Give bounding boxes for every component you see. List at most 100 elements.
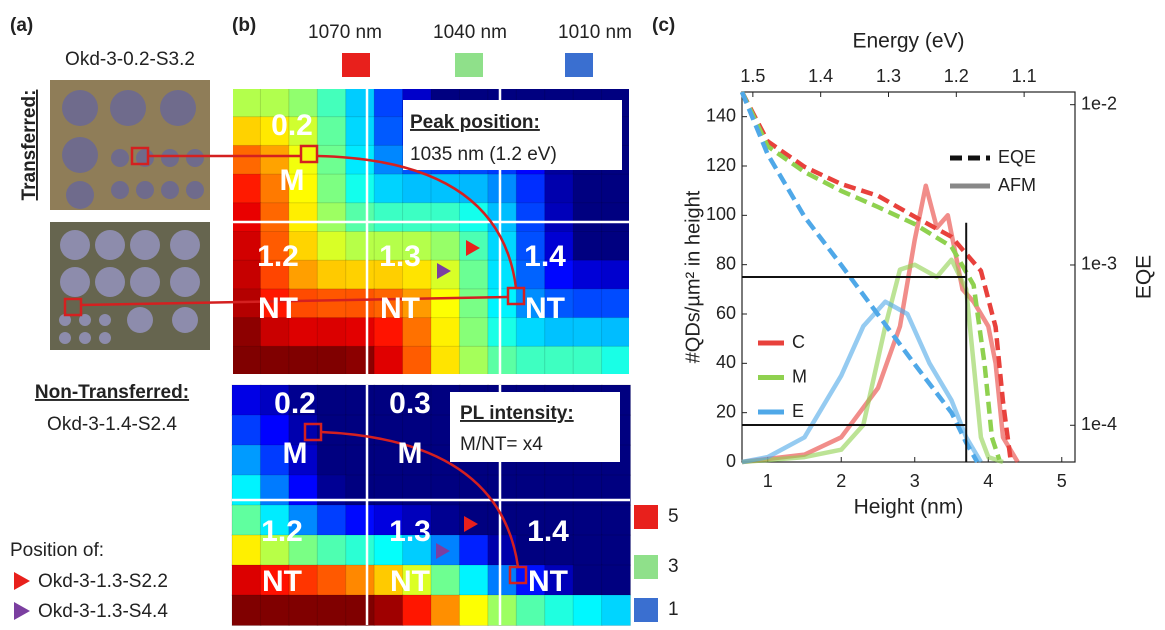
map-pixel xyxy=(572,173,603,204)
map-pixel xyxy=(373,345,404,376)
map-pixel xyxy=(259,87,290,118)
map-pixel xyxy=(601,259,631,290)
map-pixel xyxy=(231,564,262,596)
map-pixel xyxy=(402,504,433,536)
map-pixel xyxy=(231,231,262,262)
afm-line xyxy=(741,183,1020,465)
map-border xyxy=(231,87,631,376)
map-pixel xyxy=(373,87,404,118)
map-pixel xyxy=(259,534,290,566)
map-pixel xyxy=(373,384,404,416)
map-pixel xyxy=(458,504,489,536)
legend-label: E xyxy=(792,401,804,421)
map-pixel xyxy=(601,231,631,262)
map-pixel xyxy=(402,594,433,626)
scale-swatch xyxy=(634,598,658,622)
map-pixel xyxy=(373,231,404,262)
marker-symbol xyxy=(14,572,30,590)
y-tick-label: 40 xyxy=(716,352,736,372)
map-pixel xyxy=(544,534,575,566)
sample-name: Okd-3-1.4-S2.4 xyxy=(47,414,177,435)
panel-label: (c) xyxy=(652,15,675,36)
map-pixel xyxy=(544,259,575,290)
map-pixel xyxy=(601,317,631,348)
map-pixel xyxy=(544,594,575,626)
map-pixel xyxy=(601,534,631,566)
map-pixel xyxy=(316,345,347,376)
y-tick-label: 0 xyxy=(726,451,736,471)
cell-type: M xyxy=(280,164,305,197)
map-pixel xyxy=(572,317,603,348)
map-pixel xyxy=(259,173,290,204)
map-pixel xyxy=(572,594,603,626)
map-pixel xyxy=(373,144,404,176)
map-pixel xyxy=(544,345,575,376)
marker-symbol xyxy=(464,516,478,532)
map-pixel xyxy=(601,594,631,626)
map-pixel xyxy=(515,345,546,376)
x-tick-label: 4 xyxy=(983,471,993,491)
map-pixel xyxy=(430,202,461,233)
map-pixel xyxy=(345,564,376,596)
map-pixel xyxy=(345,288,376,319)
map-pixel xyxy=(601,173,631,204)
legend-label: 1070 nm xyxy=(308,22,382,43)
map-pixel xyxy=(458,259,489,290)
annotation-text: M/NT= x4 xyxy=(460,434,543,455)
legend-label: EQE xyxy=(998,147,1036,167)
map-pixel xyxy=(487,504,518,536)
eqe-line xyxy=(739,91,980,464)
map-pixel xyxy=(316,116,347,147)
map-pixel xyxy=(231,504,262,536)
map-pixel xyxy=(316,259,347,290)
scale-label: 3 xyxy=(668,556,679,577)
map-pixel xyxy=(345,534,376,566)
map-pixel xyxy=(487,345,518,376)
map-pixel xyxy=(572,288,603,319)
map-pixel xyxy=(231,384,262,416)
map-pixel xyxy=(402,231,433,262)
group-label: Non-Transferred: xyxy=(35,382,189,403)
cell-value: 0.2 xyxy=(271,109,313,142)
x2-tick-label: 1.3 xyxy=(876,66,901,86)
y-tick-label: 80 xyxy=(716,253,736,273)
map-pixel xyxy=(345,116,376,147)
map-pixel xyxy=(515,594,546,626)
map-pixel xyxy=(373,202,404,233)
map-pixel xyxy=(231,87,262,118)
y2-tick-label: 1e-3 xyxy=(1081,254,1117,274)
map-pixel xyxy=(316,202,347,233)
map-pixel xyxy=(572,259,603,290)
map-pixel xyxy=(601,564,631,596)
map-pixel xyxy=(231,173,262,204)
map-pixel xyxy=(402,384,433,416)
map-pixel xyxy=(430,317,461,348)
x2-axis-label: Energy (eV) xyxy=(852,30,964,53)
map-pixel xyxy=(259,384,290,416)
map-pixel xyxy=(487,594,518,626)
cell-value: 1.4 xyxy=(524,240,566,273)
map-pixel xyxy=(430,259,461,290)
map-pixel xyxy=(430,504,461,536)
map-pixel xyxy=(259,345,290,376)
map-pixel xyxy=(345,345,376,376)
x-tick-label: 1 xyxy=(763,471,773,491)
map-pixel xyxy=(231,594,262,626)
x2-tick-label: 1.4 xyxy=(808,66,833,86)
map-pixel xyxy=(458,288,489,319)
map-pixel xyxy=(458,202,489,233)
cell-value: 1.2 xyxy=(257,240,299,273)
map-pixel xyxy=(231,202,262,233)
position-title: Position of: xyxy=(10,540,104,561)
marker-name: Okd-3-1.3-S2.2 xyxy=(38,571,168,592)
map-pixel xyxy=(288,259,319,290)
map-pixel xyxy=(316,444,347,476)
scale-swatch xyxy=(634,555,658,579)
y-tick-label: 20 xyxy=(716,401,736,421)
map-pixel xyxy=(231,116,262,147)
map-pixel xyxy=(373,504,404,536)
map-pixel xyxy=(458,345,489,376)
panel-label: (b) xyxy=(232,15,256,36)
map-pixel xyxy=(487,173,518,204)
map-pixel xyxy=(572,504,603,536)
